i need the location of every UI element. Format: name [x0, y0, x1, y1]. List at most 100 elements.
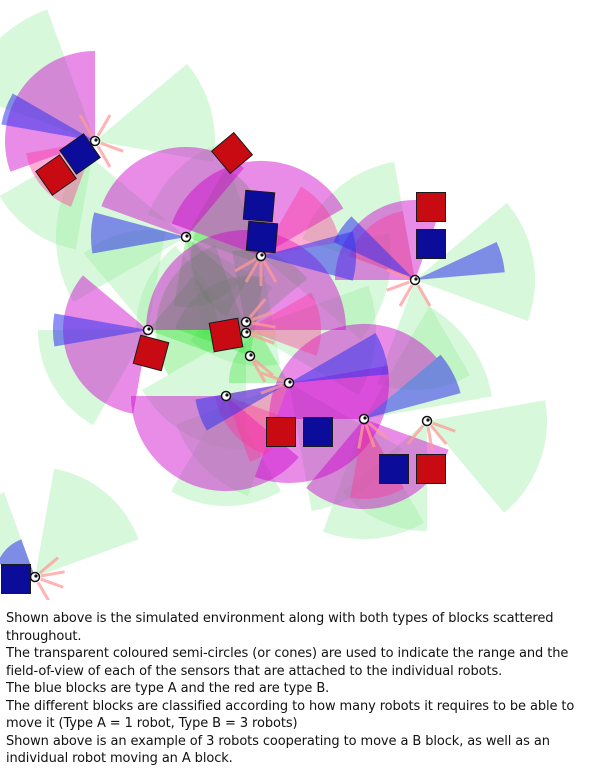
robot-bottom-left: [29, 571, 41, 583]
block-type-a: [303, 417, 333, 447]
fov-sensor-cone-magenta: [335, 199, 443, 280]
long-range-sensor-cone: [0, 141, 95, 250]
ray-sensor: [367, 421, 388, 440]
ray-sensor: [426, 426, 434, 451]
caption-line-4: The different blocks are classified acco…: [6, 698, 575, 732]
blocks-layer: [1, 131, 446, 594]
ray-sensor: [36, 581, 51, 600]
block-type-b: [416, 192, 446, 222]
ray-sensor: [386, 268, 410, 280]
robot-left-center: [142, 324, 154, 336]
caption-line-5: Shown above is an example of 3 robots co…: [6, 733, 550, 767]
ray-sensor: [262, 260, 278, 283]
fov-sensor-cone-magenta: [306, 419, 449, 510]
short-range-sensor-cone: [228, 331, 289, 383]
long-range-sensor-cone: [148, 143, 261, 256]
robots-layer: [29, 135, 433, 583]
fov-sensor-cone-blue: [52, 313, 149, 347]
simulation-canvas: [0, 9, 548, 600]
caption-line-3: The blue blocks are type A and the red a…: [6, 681, 330, 696]
caption-line-2: The transparent coloured semi-circles (o…: [6, 646, 569, 679]
long-range-sensor-cone: [171, 396, 281, 507]
ray-sensor: [40, 577, 64, 589]
ray-sensor: [251, 333, 275, 345]
long-range-sensor-cone: [95, 63, 216, 162]
ray-sensor: [96, 145, 112, 168]
ray-sensor: [100, 141, 124, 153]
long-range-sensor-cone: [427, 400, 548, 513]
long-range-sensor-cone: [289, 383, 402, 511]
robot-upper-left-center: [180, 231, 192, 243]
ray-sensor: [406, 424, 425, 445]
fov-sensor-cone-blue: [261, 231, 357, 281]
robot-center-3: [244, 350, 256, 362]
block-type-b: [266, 417, 296, 447]
ray-sensor: [253, 358, 274, 377]
fov-sensor-cone-magenta: [101, 146, 244, 237]
block-type-b: [35, 154, 77, 196]
fov-sensor-cone-blue: [289, 333, 389, 383]
block-type-b: [416, 454, 446, 484]
sensor-cones-layer: [0, 9, 548, 577]
short-range-sensor-cone: [232, 249, 308, 330]
fov-sensor-cone-blue: [364, 354, 461, 419]
ray-sensor: [432, 421, 456, 433]
ray-sensor: [386, 280, 410, 292]
fov-sensor-cone-blue: [1, 93, 95, 141]
long-range-sensor-cone: [186, 237, 273, 336]
long-range-sensor-cone: [302, 161, 415, 280]
fov-sensor-cone-pink: [349, 211, 415, 280]
caption-line-1: Shown above is the simulated environment…: [6, 611, 554, 644]
long-range-sensor-cone: [35, 468, 139, 577]
block-type-a: [1, 564, 31, 594]
fov-sensor-cone-blue: [415, 242, 505, 280]
robot-right: [409, 274, 421, 286]
ray-sensor: [357, 424, 365, 449]
long-range-sensor-cone: [364, 306, 492, 419]
fov-sensor-cone-blue: [195, 383, 289, 431]
robot-center-1: [240, 316, 252, 328]
robot-lower-right-1: [358, 413, 370, 425]
block-type-a: [379, 454, 409, 484]
robot-lower-right-2: [421, 415, 433, 427]
block-type-a: [242, 189, 276, 223]
fov-sensor-cone-pink: [261, 186, 340, 256]
ray-sensor: [251, 321, 276, 329]
short-range-sensor-cone: [191, 232, 261, 317]
short-range-sensor-cone: [174, 275, 264, 356]
long-range-sensor-cone: [136, 245, 246, 330]
long-range-sensor-cone: [83, 229, 166, 330]
robot-upper-center: [255, 250, 267, 262]
robot-lower-left: [220, 390, 232, 402]
ray-sensor: [38, 556, 59, 575]
fov-sensor-cone-pink: [246, 292, 322, 356]
ray-sensor: [260, 371, 284, 383]
block-type-a: [416, 229, 446, 259]
ray-sensor: [40, 570, 65, 578]
ray-sensor: [248, 298, 267, 319]
ray-sensor: [260, 383, 284, 395]
fov-sensor-cone-magenta: [63, 275, 149, 414]
fov-sensor-cone-blue: [333, 216, 415, 280]
caption: Shown above is the simulated environment…: [6, 610, 598, 768]
ray-sensor: [398, 284, 414, 307]
ray-sensor: [234, 257, 257, 273]
short-range-sensor-cone: [173, 237, 240, 307]
ray-sensor: [364, 424, 376, 448]
robot-lower-center: [283, 377, 295, 389]
fov-sensor-cone-magenta: [130, 396, 299, 492]
ray-sensor: [96, 114, 112, 137]
block-type-a: [59, 133, 101, 175]
block-type-b: [210, 131, 254, 175]
fov-sensor-cone-blue: [90, 212, 186, 254]
robot-top-left: [89, 135, 101, 147]
block-type-b: [132, 334, 170, 372]
long-range-sensor-cone: [323, 419, 424, 540]
long-range-sensor-cone: [176, 383, 289, 496]
ray-sensor: [244, 260, 260, 283]
ray-sensor: [429, 424, 448, 445]
ray-sensor: [251, 360, 267, 383]
long-range-sensor-cone: [377, 280, 470, 391]
ray-lines-layer: [36, 114, 456, 600]
ray-sensor: [251, 310, 275, 322]
